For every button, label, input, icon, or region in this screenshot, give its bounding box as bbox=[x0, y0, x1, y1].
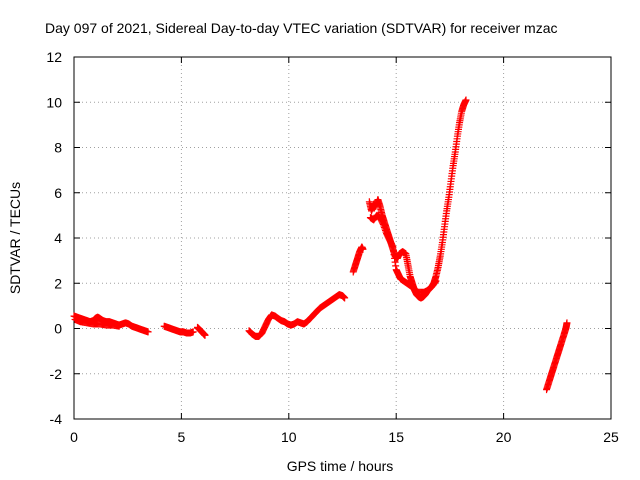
x-tick-label: 0 bbox=[70, 429, 78, 445]
data-point bbox=[563, 319, 571, 327]
x-tick-label: 25 bbox=[603, 429, 619, 445]
data-point bbox=[341, 294, 349, 302]
x-tick-labels: 0 5 10 15 20 25 bbox=[70, 429, 619, 445]
data-point bbox=[462, 96, 470, 104]
data-point bbox=[432, 277, 440, 285]
grid-lines bbox=[74, 57, 611, 419]
y-tick-label: 12 bbox=[46, 49, 62, 65]
y-tick-label: 10 bbox=[46, 94, 62, 110]
x-tick-label: 20 bbox=[496, 429, 512, 445]
y-tick-label: 6 bbox=[54, 185, 62, 201]
y-tick-labels: -4 -2 0 2 4 6 8 10 12 bbox=[46, 49, 62, 427]
y-tick-label: -4 bbox=[50, 411, 63, 427]
axis-ticks bbox=[73, 56, 612, 420]
y-tick-label: 0 bbox=[54, 321, 62, 337]
data-point bbox=[115, 322, 123, 330]
y-tick-label: 2 bbox=[54, 275, 62, 291]
data-point bbox=[144, 328, 152, 336]
x-tick-label: 15 bbox=[388, 429, 404, 445]
data-point bbox=[189, 328, 197, 336]
data-points bbox=[70, 96, 571, 394]
data-point bbox=[359, 245, 367, 253]
y-tick-label: 4 bbox=[54, 230, 62, 246]
chart-title: Day 097 of 2021, Sidereal Day-to-day VTE… bbox=[45, 20, 558, 36]
y-tick-label: -2 bbox=[50, 366, 63, 382]
data-point bbox=[201, 331, 209, 339]
y-tick-label: 8 bbox=[54, 140, 62, 156]
x-tick-label: 5 bbox=[178, 429, 186, 445]
y-axis-label: SDTVAR / TECUs bbox=[7, 182, 23, 294]
x-tick-label: 10 bbox=[281, 429, 297, 445]
x-axis-label: GPS time / hours bbox=[287, 458, 394, 474]
